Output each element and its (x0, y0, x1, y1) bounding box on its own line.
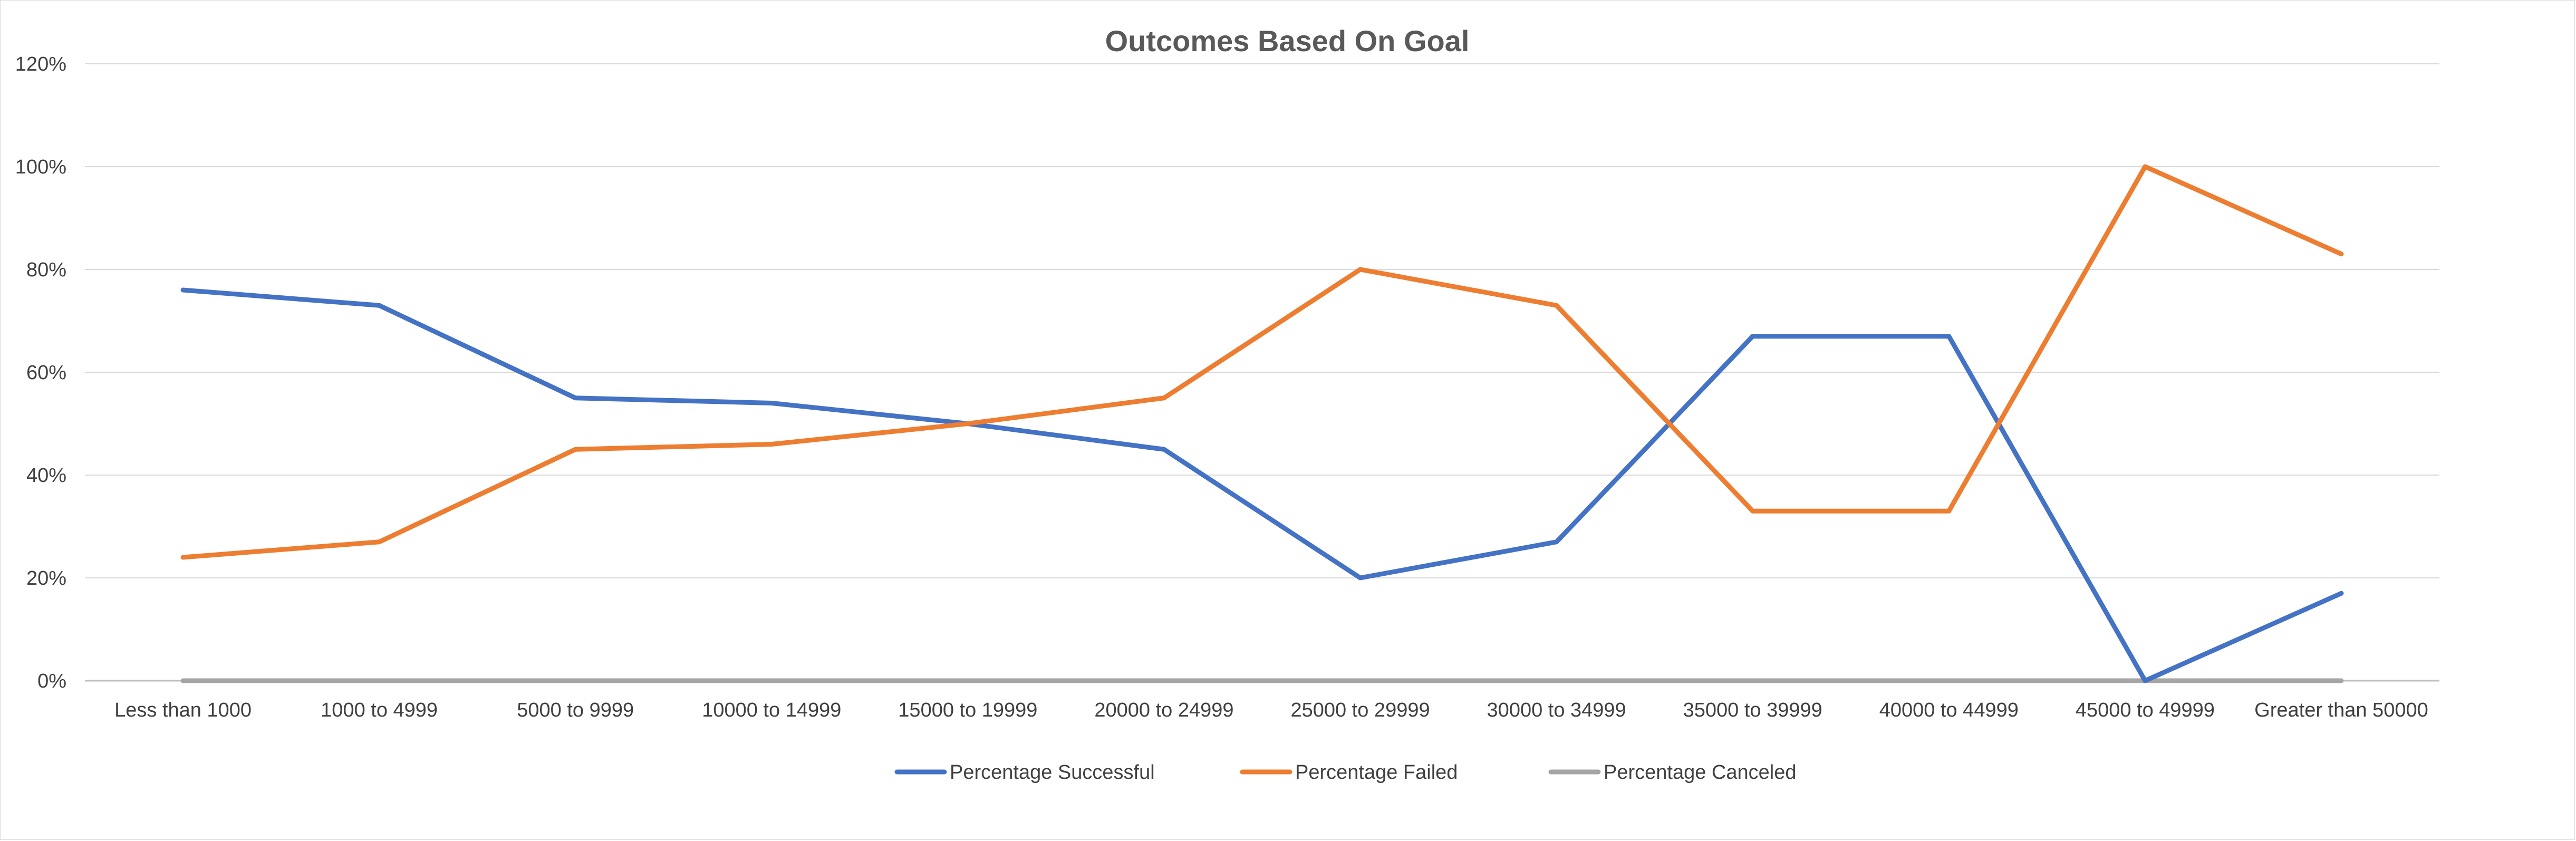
series-line-percentage-failed (180, 164, 2344, 560)
x-tick-label: 35000 to 39999 (1683, 699, 1822, 721)
legend-label: Percentage Successful (950, 761, 1155, 784)
y-tick-label: 40% (26, 465, 66, 487)
y-tick-label: 20% (26, 567, 66, 589)
x-tick-label: 40000 to 44999 (1879, 699, 2019, 721)
y-tick-label: 80% (26, 259, 66, 281)
y-tick-label: 100% (15, 156, 66, 178)
x-tick-label: 45000 to 49999 (2076, 699, 2215, 721)
x-tick-label: Greater than 50000 (2254, 699, 2428, 721)
y-tick-label: 60% (26, 362, 66, 384)
legend-label: Percentage Canceled (1604, 761, 1796, 784)
x-tick-label: 1000 to 4999 (321, 699, 438, 721)
x-tick-label: 15000 to 19999 (898, 699, 1037, 721)
x-tick-label: 10000 to 14999 (702, 699, 841, 721)
x-tick-label: 25000 to 29999 (1290, 699, 1430, 721)
series-line-percentage-successful (180, 287, 2344, 683)
y-tick-label: 120% (15, 53, 66, 75)
x-tick-label: 20000 to 24999 (1094, 699, 1233, 721)
x-tick-label: Less than 1000 (114, 699, 252, 721)
y-tick-label: 0% (37, 670, 66, 692)
legend-label: Percentage Failed (1295, 761, 1458, 784)
chart-title: Outcomes Based On Goal (1105, 24, 1470, 57)
x-tick-label: 30000 to 34999 (1487, 699, 1626, 721)
x-tick-label: 5000 to 9999 (517, 699, 634, 721)
